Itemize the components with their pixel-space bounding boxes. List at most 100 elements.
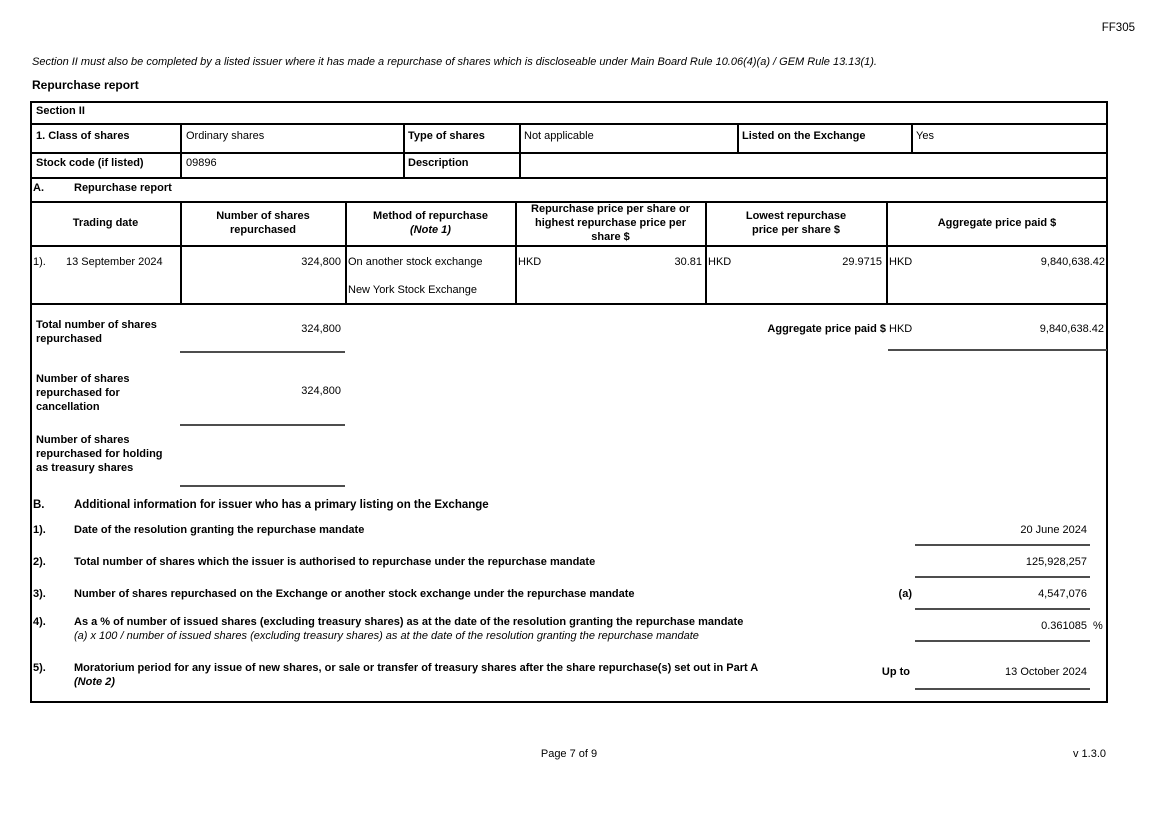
item-prefix: (a) [898, 588, 912, 600]
item-label: Date of the resolution granting the repu… [74, 524, 365, 536]
part-b-index: B. [33, 499, 45, 511]
item-label: Moratorium period for any issue of new s… [74, 662, 759, 674]
stock-code-label: Stock code (if listed) [36, 157, 144, 169]
aggregate-currency: HKD [889, 256, 913, 268]
item-label: As a % of number of issued shares (exclu… [74, 616, 744, 628]
value-underline [180, 485, 345, 487]
col-border [886, 201, 888, 303]
lowest-price-currency: HKD [708, 256, 732, 268]
item-value: 0.361085 [1041, 620, 1087, 632]
item-number: 4). [33, 616, 46, 628]
row-border [30, 123, 1108, 125]
method-of-repurchase-value: On another stock exchange [348, 256, 483, 268]
value-underline [915, 608, 1090, 610]
row-border [30, 177, 1108, 179]
col-border [515, 201, 517, 303]
total-shares-label: Total number of shares repurchased [36, 318, 157, 346]
price-currency: HKD [518, 256, 542, 268]
item-sublabel: (a) x 100 / number of issued shares (exc… [74, 630, 699, 642]
method-exchange-name: New York Stock Exchange [348, 284, 478, 296]
item-sublabel: (Note 2) [74, 676, 115, 688]
page-title: Repurchase report [32, 78, 139, 92]
value-underline [915, 576, 1090, 578]
form-code: FF305 [1101, 22, 1135, 34]
version-label: v 1.3.0 [1072, 748, 1106, 760]
part-a-index: A. [33, 182, 44, 194]
col-header-text: share $ [591, 231, 630, 243]
col-header-method: Method of repurchase (Note 1) [347, 203, 514, 243]
col-header-text: repurchased [229, 224, 297, 236]
total-shares-value: 324,800 [301, 323, 341, 335]
part-a-heading: Repurchase report [74, 182, 172, 194]
intro-note: Section II must also be completed by a l… [32, 56, 877, 68]
label-line: repurchased for [36, 387, 120, 399]
label-line: cancellation [36, 401, 100, 413]
col-border [519, 123, 521, 177]
aggregate-total-currency: HKD [889, 323, 913, 335]
report-table-border [30, 101, 1108, 703]
row-border [30, 201, 1108, 203]
item-value: 125,928,257 [1025, 556, 1087, 568]
label-line: repurchased for holding [36, 448, 163, 460]
col-border [403, 123, 405, 177]
col-header-text: Repurchase price per share or [531, 203, 690, 215]
section2-header: Section II [36, 105, 85, 117]
col-header-trading-date: Trading date [32, 203, 179, 243]
item-number: 2). [33, 556, 46, 568]
trading-date-value: 13 September 2024 [66, 256, 163, 268]
aggregate-price-paid-label: Aggregate price paid $ [767, 323, 886, 335]
col-header-text: Lowest repurchase [745, 210, 847, 222]
col-border [180, 201, 182, 303]
col-header-price: Repurchase price per share or highest re… [517, 203, 704, 243]
cancellation-shares-label: Number of shares repurchased for cancellat… [36, 372, 130, 414]
col-border [180, 123, 182, 177]
col-header-text: Method of repurchase [373, 210, 488, 222]
part-b-heading: Additional information for issuer who ha… [74, 499, 489, 511]
item-value: 20 June 2024 [1020, 524, 1087, 536]
type-of-shares-label: Type of shares [408, 130, 485, 142]
col-header-shares: Number of shares repurchased [182, 203, 344, 243]
col-header-aggregate: Aggregate price paid $ [888, 203, 1106, 243]
label-line: as treasury shares [36, 462, 134, 474]
label-line: Number of shares [36, 373, 130, 385]
label-line: Number of shares [36, 434, 130, 446]
item-value-suffix: % [1093, 620, 1103, 632]
treasury-shares-label: Number of shares repurchased for holding a… [36, 433, 163, 475]
aggregate-value: 9,840,638.42 [1040, 256, 1105, 268]
class-of-shares-label: 1. Class of shares [36, 130, 130, 142]
listed-on-exchange-label: Listed on the Exchange [742, 130, 866, 142]
type-of-shares-value: Not applicable [524, 130, 594, 142]
col-border [345, 201, 347, 303]
row-border [30, 303, 1108, 305]
item-number: 1). [33, 524, 46, 536]
col-header-lowest: Lowest repurchase price per share $ [707, 203, 885, 243]
value-underline [180, 351, 345, 353]
item-number: 5). [33, 662, 46, 674]
item-value: 4,547,076 [1038, 588, 1087, 600]
price-value: 30.81 [674, 256, 702, 268]
stock-code-value: 09896 [186, 157, 217, 169]
col-border [911, 123, 913, 152]
item-number: 3). [33, 588, 46, 600]
row-border [30, 152, 1108, 154]
shares-repurchased-value: 324,800 [301, 256, 341, 268]
value-underline [180, 424, 345, 426]
lowest-price-value: 29.9715 [842, 256, 882, 268]
col-header-text: Number of shares [216, 210, 310, 222]
value-underline [915, 544, 1090, 546]
col-border [737, 123, 739, 152]
row-border [30, 245, 1108, 247]
value-underline [888, 349, 1107, 351]
item-prefix: Up to [881, 666, 910, 678]
col-header-text: Aggregate price paid $ [937, 217, 1057, 229]
description-label: Description [408, 157, 469, 169]
row-index: 1). [33, 256, 46, 268]
cancellation-shares-value: 324,800 [301, 385, 341, 397]
item-label: Number of shares repurchased on the Exch… [74, 588, 635, 600]
col-border [705, 201, 707, 303]
label-line: repurchased [36, 333, 103, 345]
value-underline [915, 688, 1090, 690]
listed-on-exchange-value: Yes [916, 130, 934, 142]
item-label: Total number of shares which the issuer … [74, 556, 596, 568]
